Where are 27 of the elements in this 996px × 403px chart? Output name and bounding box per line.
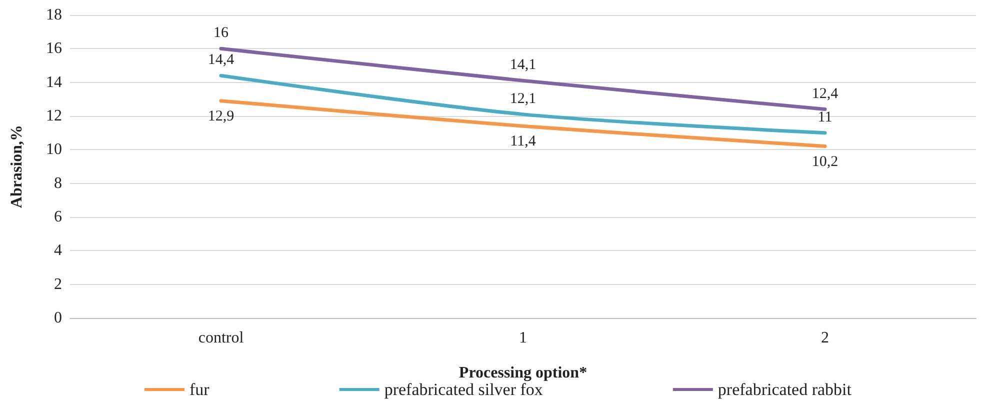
y-tick-label: 8 — [54, 174, 62, 192]
y-tick-label: 0 — [54, 310, 62, 326]
data-label: 16 — [214, 25, 229, 42]
y-tick-label: 6 — [54, 208, 62, 226]
data-label: 14,4 — [208, 52, 235, 68]
x-tick-label: 2 — [821, 330, 829, 346]
y-tick-label: 10 — [46, 141, 62, 158]
x-tick-label: 1 — [519, 330, 527, 346]
data-label: 11 — [818, 109, 832, 126]
y-tick-label: 14 — [46, 74, 62, 91]
data-label: 14,1 — [510, 57, 536, 74]
data-label: 10,2 — [812, 154, 838, 170]
data-label: 11,4 — [510, 134, 536, 150]
data-label: 12,4 — [812, 86, 839, 102]
data-label: 12,9 — [208, 108, 234, 124]
y-tick-label: 16 — [46, 40, 62, 58]
legend-label: prefabricated silver fox — [384, 380, 544, 399]
legend-label: fur — [190, 380, 210, 399]
y-axis-title: Abrasion,% — [8, 124, 26, 208]
y-tick-label: 12 — [46, 108, 62, 124]
data-label: 12,1 — [510, 90, 536, 107]
legend-label: prefabricated rabbit — [718, 380, 852, 399]
x-tick-label: control — [198, 330, 244, 346]
y-tick-label: 18 — [46, 6, 62, 24]
y-tick-label: 4 — [54, 242, 62, 260]
x-axis-title: Processing option* — [458, 364, 588, 382]
y-tick-label: 2 — [54, 276, 62, 293]
